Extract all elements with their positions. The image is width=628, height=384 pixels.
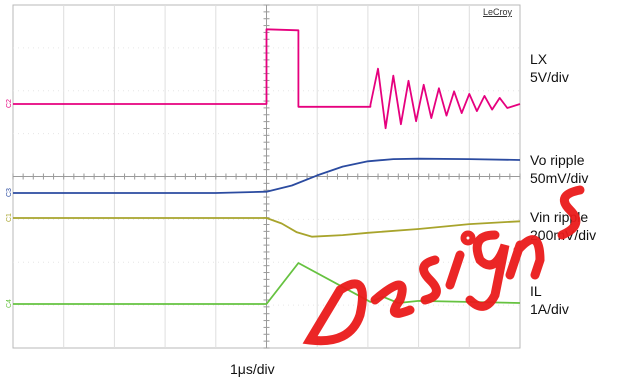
legend-lx: LX 5V/div	[530, 50, 569, 86]
legend-vin-scale: 200mV/div	[530, 227, 597, 243]
brand-label: LeCroy	[483, 7, 513, 17]
legend-vo-scale: 50mV/div	[530, 170, 589, 186]
legend-vo: Vo ripple 50mV/div	[530, 151, 588, 187]
c2-marker: C2	[6, 99, 13, 108]
c1-marker: C1	[6, 213, 13, 222]
legend-lx-name: LX	[530, 51, 548, 67]
legend-vo-name: Vo ripple	[530, 152, 585, 168]
channel-markers: C2 C3 C1 C4	[6, 99, 13, 308]
legend-lx-scale: 5V/div	[530, 69, 569, 85]
legend-il-name: IL	[530, 283, 542, 299]
c3-marker: C3	[6, 188, 13, 197]
c4-marker: C4	[6, 299, 13, 308]
trace-lx	[13, 28, 521, 130]
trace-vo-ripple	[13, 157, 521, 194]
legend-vin: Vin ripple 200mV/div	[530, 208, 596, 244]
legend-il-scale: 1A/div	[530, 301, 569, 317]
legend-il: IL 1A/div	[530, 282, 569, 318]
legend-vin-name: Vin ripple	[530, 209, 589, 225]
trace-vin-ripple	[13, 217, 521, 238]
x-axis-label: 1μs/div	[230, 361, 275, 377]
